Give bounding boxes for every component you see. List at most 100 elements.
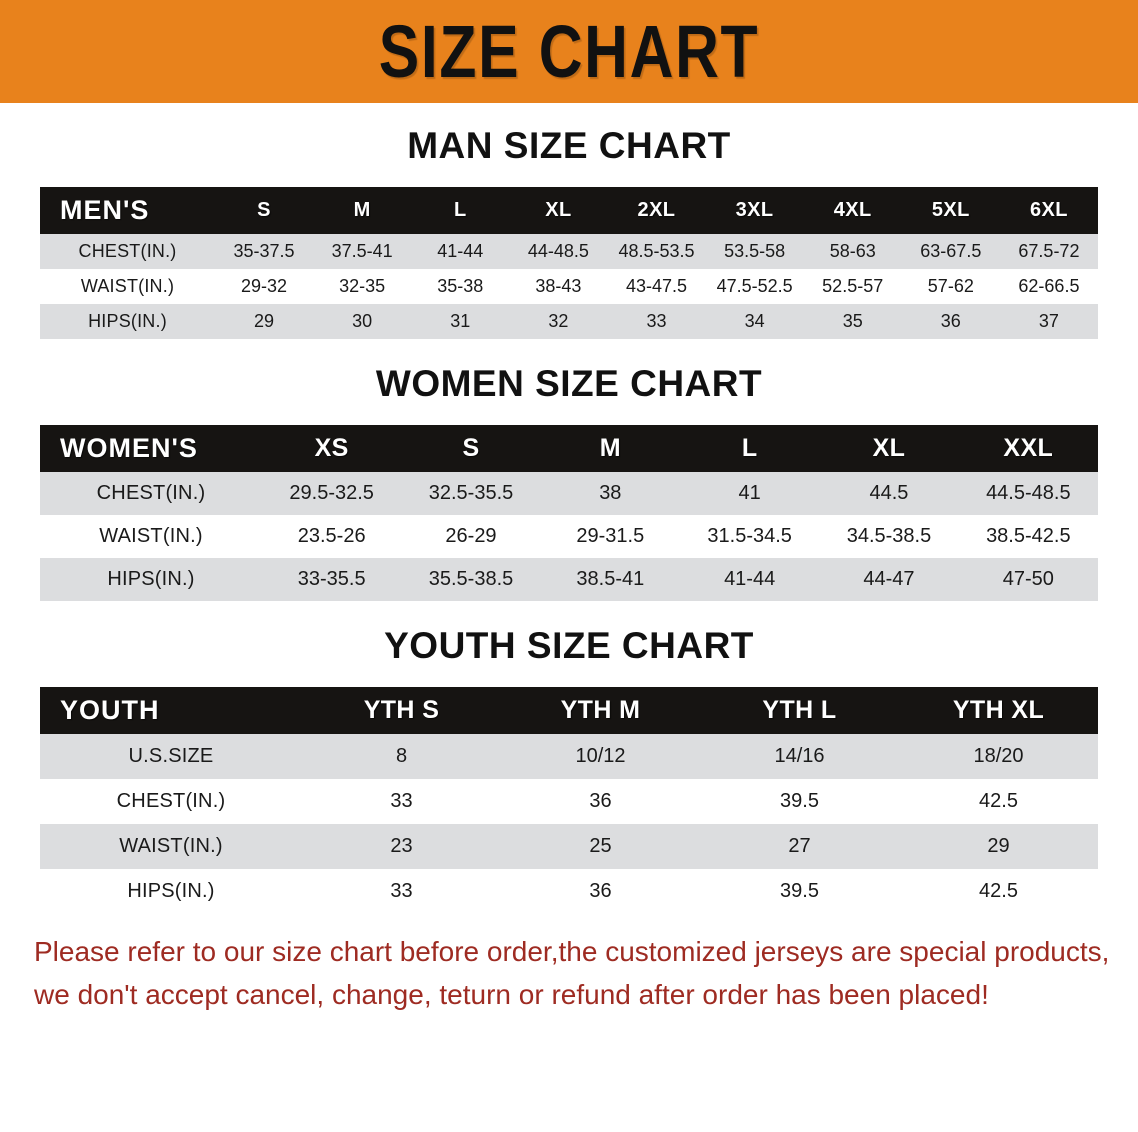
women-header-row: WOMEN'S XS S M L XL XXL bbox=[40, 425, 1098, 472]
youth-cell-waist-l: 27 bbox=[788, 835, 811, 857]
man-cell-hips-4xl: 35 bbox=[842, 311, 863, 331]
man-cell-chest-m: 37.5-41 bbox=[331, 241, 393, 261]
women-col-header-s: S bbox=[462, 434, 480, 462]
man-row-label-chest: CHEST(IN.) bbox=[78, 241, 177, 261]
women-cell-chest-m: 38 bbox=[599, 482, 622, 504]
man-cell-chest-3xl: 53.5-58 bbox=[724, 241, 786, 261]
youth-col-header-s: YTH S bbox=[363, 696, 440, 724]
man-cell-waist-4xl: 52.5-57 bbox=[822, 276, 884, 296]
women-cell-chest-xs: 29.5-32.5 bbox=[289, 482, 374, 504]
man-col-header-3xl: 3XL bbox=[735, 199, 774, 221]
man-cell-hips-5xl: 36 bbox=[940, 311, 961, 331]
youth-col-header-xl: YTH XL bbox=[952, 696, 1045, 724]
man-cell-hips-2xl: 33 bbox=[646, 311, 667, 331]
women-cell-chest-xxl: 44.5-48.5 bbox=[986, 482, 1071, 504]
youth-corner-label: YOUTH bbox=[60, 695, 160, 725]
women-col-header-m: M bbox=[599, 434, 621, 462]
youth-size-table: YOUTH YTH S YTH M YTH L YTH XL U.S.SIZE … bbox=[40, 687, 1098, 914]
women-cell-hips-s: 35.5-38.5 bbox=[428, 568, 514, 590]
man-row-label-waist: WAIST(IN.) bbox=[80, 276, 175, 296]
man-cell-waist-3xl: 47.5-52.5 bbox=[716, 276, 793, 296]
man-table-head: MEN'S S M L XL 2XL 3XL 4XL 5XL 6XL bbox=[40, 187, 1098, 234]
women-col-header-l: L bbox=[741, 434, 758, 462]
man-cell-hips-xl: 32 bbox=[548, 311, 569, 331]
table-row: CHEST(IN.) 33 36 39.5 42.5 bbox=[40, 779, 1098, 824]
youth-cell-chest-m: 36 bbox=[589, 790, 612, 812]
women-cell-hips-m: 38.5-41 bbox=[576, 568, 645, 590]
women-row-label-chest: CHEST(IN.) bbox=[96, 482, 206, 504]
man-col-header-4xl: 4XL bbox=[833, 199, 872, 221]
man-cell-waist-l: 35-38 bbox=[437, 276, 484, 296]
man-col-header-xl: XL bbox=[545, 199, 572, 221]
man-col-header-s: S bbox=[257, 199, 271, 221]
man-cell-hips-6xl: 37 bbox=[1038, 311, 1059, 331]
man-cell-waist-m: 32-35 bbox=[339, 276, 386, 296]
man-col-header-6xl: 6XL bbox=[1029, 199, 1068, 221]
women-col-header-xxl: XXL bbox=[1003, 434, 1054, 462]
youth-cell-ussize-m: 10/12 bbox=[575, 745, 626, 767]
youth-row-label-hips: HIPS(IN.) bbox=[127, 880, 215, 902]
youth-cell-hips-l: 39.5 bbox=[780, 880, 819, 902]
youth-section-title: YOUTH SIZE CHART bbox=[384, 625, 754, 666]
youth-row-label-chest: CHEST(IN.) bbox=[116, 790, 226, 812]
man-table-body: CHEST(IN.) 35-37.5 37.5-41 41-44 44-48.5… bbox=[40, 234, 1098, 339]
page-title: SIZE CHART bbox=[378, 9, 760, 93]
women-cell-chest-l: 41 bbox=[738, 482, 761, 504]
man-size-table: MEN'S S M L XL 2XL 3XL 4XL 5XL 6XL CHEST… bbox=[40, 187, 1098, 339]
youth-table-head: YOUTH YTH S YTH M YTH L YTH XL bbox=[40, 687, 1098, 734]
man-cell-chest-l: 41-44 bbox=[437, 241, 484, 261]
table-row: WAIST(IN.) 23 25 27 29 bbox=[40, 824, 1098, 869]
disclaimer-text: Please refer to our size chart before or… bbox=[34, 930, 1109, 1017]
table-row: HIPS(IN.) 29 30 31 32 33 34 35 36 37 bbox=[40, 304, 1098, 339]
women-cell-chest-s: 32.5-35.5 bbox=[428, 482, 514, 504]
man-corner-label: MEN'S bbox=[60, 195, 150, 225]
women-cell-waist-xxl: 38.5-42.5 bbox=[986, 525, 1071, 547]
youth-cell-waist-xl: 29 bbox=[987, 835, 1010, 857]
table-row: HIPS(IN.) 33-35.5 35.5-38.5 38.5-41 41-4… bbox=[40, 558, 1098, 601]
man-cell-chest-4xl: 58-63 bbox=[829, 241, 876, 261]
women-cell-waist-xs: 23.5-26 bbox=[297, 525, 366, 547]
youth-cell-hips-xl: 42.5 bbox=[979, 880, 1018, 902]
page-banner: SIZE CHART bbox=[0, 0, 1138, 103]
women-col-header-xl: XL bbox=[872, 434, 906, 462]
man-cell-waist-xl: 38-43 bbox=[535, 276, 582, 296]
women-corner-label: WOMEN'S bbox=[60, 433, 198, 463]
man-col-header-5xl: 5XL bbox=[931, 199, 970, 221]
youth-row-label-waist: WAIST(IN.) bbox=[119, 835, 223, 857]
youth-cell-chest-s: 33 bbox=[390, 790, 413, 812]
man-cell-hips-3xl: 34 bbox=[744, 311, 765, 331]
youth-cell-chest-l: 39.5 bbox=[780, 790, 819, 812]
women-table-wrapper: WOMEN'S XS S M L XL XXL CHEST(IN.) 29.5-… bbox=[40, 425, 1098, 601]
table-row: U.S.SIZE 8 10/12 14/16 18/20 bbox=[40, 734, 1098, 779]
table-row: WAIST(IN.) 29-32 32-35 35-38 38-43 43-47… bbox=[40, 269, 1098, 304]
youth-cell-ussize-xl: 18/20 bbox=[973, 745, 1024, 767]
women-cell-hips-xs: 33-35.5 bbox=[297, 568, 366, 590]
women-row-label-waist: WAIST(IN.) bbox=[99, 525, 203, 547]
man-cell-waist-2xl: 43-47.5 bbox=[625, 276, 688, 296]
man-col-header-l: L bbox=[453, 199, 467, 221]
youth-table-wrapper: YOUTH YTH S YTH M YTH L YTH XL U.S.SIZE … bbox=[40, 687, 1098, 914]
man-cell-hips-l: 31 bbox=[450, 311, 471, 331]
youth-cell-ussize-l: 14/16 bbox=[774, 745, 825, 767]
man-size-section: MAN SIZE CHART MEN'S S M L XL 2XL 3XL 4X… bbox=[0, 103, 1138, 339]
table-row: HIPS(IN.) 33 36 39.5 42.5 bbox=[40, 869, 1098, 914]
man-cell-chest-xl: 44-48.5 bbox=[527, 241, 589, 261]
youth-table-body: U.S.SIZE 8 10/12 14/16 18/20 CHEST(IN.) … bbox=[40, 734, 1098, 914]
women-cell-hips-xl: 44-47 bbox=[863, 568, 915, 590]
man-col-header-m: M bbox=[353, 199, 371, 221]
man-row-label-hips: HIPS(IN.) bbox=[88, 311, 167, 331]
man-cell-hips-m: 30 bbox=[352, 311, 373, 331]
women-size-table: WOMEN'S XS S M L XL XXL CHEST(IN.) 29.5-… bbox=[40, 425, 1098, 601]
women-cell-waist-s: 26-29 bbox=[445, 525, 497, 547]
man-cell-chest-2xl: 48.5-53.5 bbox=[618, 241, 695, 261]
women-row-label-hips: HIPS(IN.) bbox=[107, 568, 195, 590]
youth-size-section: YOUTH SIZE CHART YOUTH YTH S YTH M YTH L… bbox=[0, 601, 1138, 914]
man-cell-waist-6xl: 62-66.5 bbox=[1018, 276, 1080, 296]
man-cell-chest-6xl: 67.5-72 bbox=[1018, 241, 1080, 261]
man-cell-chest-5xl: 63-67.5 bbox=[920, 241, 982, 261]
women-cell-hips-xxl: 47-50 bbox=[1002, 568, 1054, 590]
women-section-title: WOMEN SIZE CHART bbox=[375, 363, 763, 404]
youth-cell-hips-s: 33 bbox=[390, 880, 413, 902]
women-col-header-xs: XS bbox=[314, 434, 349, 462]
table-row: CHEST(IN.) 35-37.5 37.5-41 41-44 44-48.5… bbox=[40, 234, 1098, 269]
